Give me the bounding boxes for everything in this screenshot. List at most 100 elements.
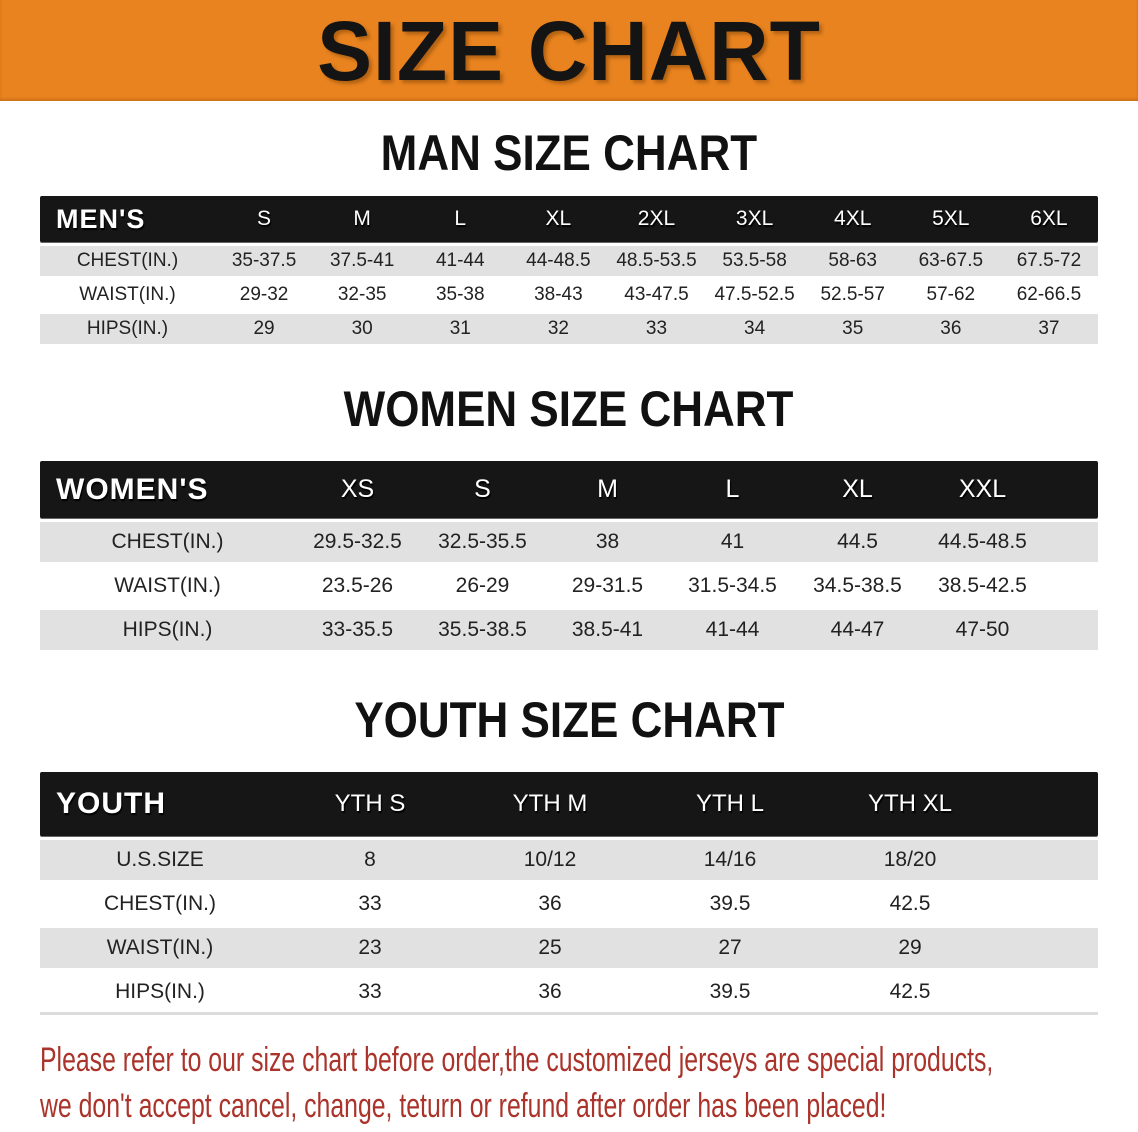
size-value: 29 bbox=[253, 318, 275, 339]
size-value: 36 bbox=[538, 892, 562, 915]
size-value: 47-50 bbox=[955, 618, 1010, 641]
column-header: S bbox=[257, 207, 272, 230]
size-value: 23 bbox=[358, 936, 382, 959]
size-value: 23.5-26 bbox=[321, 574, 394, 597]
table-row: WAIST(IN.) 29-32 32-35 35-38 38-43 43-47.5 47.… bbox=[40, 280, 1098, 310]
table-row: WAIST(IN.) 23 25 27 29 bbox=[40, 928, 1098, 968]
size-value: 44-47 bbox=[830, 618, 885, 641]
men-section-heading-text: MAN SIZE CHART bbox=[380, 125, 758, 181]
size-value: 14/16 bbox=[703, 848, 757, 871]
size-value: 52.5-57 bbox=[820, 284, 885, 305]
table-row: HIPS(IN.) 29 30 31 32 33 34 35 36 37 bbox=[40, 314, 1098, 344]
size-value: 38.5-41 bbox=[571, 618, 644, 641]
size-value: 35-37.5 bbox=[231, 250, 297, 271]
size-value: 29.5-32.5 bbox=[313, 530, 402, 553]
column-header: 3XL bbox=[735, 207, 774, 230]
footer-line-2: we don't accept cancel, change, teturn o… bbox=[40, 1087, 887, 1125]
size-value: 8 bbox=[364, 848, 376, 871]
row-label: U.S.SIZE bbox=[116, 848, 204, 871]
size-value: 29-32 bbox=[239, 284, 289, 305]
column-header: 4XL bbox=[834, 207, 872, 230]
size-value: 44.5 bbox=[837, 530, 878, 553]
footer-line-1: Please refer to our size chart before or… bbox=[40, 1041, 994, 1079]
table-label: YOUTH bbox=[56, 787, 166, 820]
youth-section-heading: YOUTH SIZE CHART bbox=[40, 694, 1098, 746]
size-value: 37 bbox=[1038, 318, 1060, 339]
size-value: 27 bbox=[718, 936, 742, 959]
size-value: 39.5 bbox=[709, 892, 751, 915]
row-label: WAIST(IN.) bbox=[114, 574, 221, 597]
size-value: 36 bbox=[538, 980, 562, 1003]
table-row: HIPS(IN.) 33 36 39.5 42.5 bbox=[40, 972, 1098, 1012]
size-value: 67.5-72 bbox=[1016, 250, 1082, 271]
table-row: CHEST(IN.) 29.5-32.5 32.5-35.5 38 41 44.5 44.5… bbox=[40, 522, 1098, 562]
size-value: 33-35.5 bbox=[321, 618, 394, 641]
section-youth: YOUTH SIZE CHART YOUTH YTH S YTH M YTH L YTH… bbox=[40, 694, 1098, 1015]
column-header: L bbox=[454, 207, 467, 230]
size-value: 34.5-38.5 bbox=[813, 574, 902, 597]
table-row: U.S.SIZE 8 10/12 14/16 18/20 bbox=[40, 840, 1098, 880]
size-value: 26-29 bbox=[455, 574, 510, 597]
size-value: 48.5-53.5 bbox=[616, 250, 697, 271]
table-label: MEN'S bbox=[56, 203, 146, 234]
row-label: CHEST(IN.) bbox=[76, 250, 179, 271]
men-size-table: MEN'S S M L XL 2XL 3XL 4XL 5XL 6XL CHEST(IN.) 35-37… bbox=[40, 196, 1098, 344]
column-header: XS bbox=[340, 475, 375, 503]
size-value: 35-38 bbox=[435, 284, 485, 305]
row-label: WAIST(IN.) bbox=[106, 936, 214, 959]
column-header: 2XL bbox=[637, 207, 676, 230]
row-label: WAIST(IN.) bbox=[79, 284, 176, 305]
table-row: WAIST(IN.) 23.5-26 26-29 29-31.5 31.5-34.5 34… bbox=[40, 566, 1098, 606]
size-value: 37.5-41 bbox=[329, 250, 395, 271]
column-header: XL bbox=[842, 475, 873, 503]
size-value: 30 bbox=[351, 318, 373, 339]
row-label: CHEST(IN.) bbox=[104, 892, 216, 915]
size-value: 62-66.5 bbox=[1016, 284, 1082, 305]
size-value: 33 bbox=[358, 892, 382, 915]
row-label: HIPS(IN.) bbox=[86, 318, 169, 339]
size-value: 32-35 bbox=[337, 284, 387, 305]
section-women: WOMEN SIZE CHART WOMEN'S XS S M L XL XXL CHEST(… bbox=[40, 383, 1098, 650]
size-value: 41-44 bbox=[705, 618, 760, 641]
men-section-heading: MAN SIZE CHART bbox=[40, 127, 1098, 179]
table-row: HIPS(IN.) 33-35.5 35.5-38.5 38.5-41 41-44 44-… bbox=[40, 610, 1098, 650]
size-value: 38.5-42.5 bbox=[938, 574, 1027, 597]
size-value: 44.5-48.5 bbox=[938, 530, 1027, 553]
size-value: 57-62 bbox=[926, 284, 976, 305]
column-header: YTH S bbox=[334, 790, 406, 817]
size-value: 63-67.5 bbox=[918, 250, 984, 271]
size-value: 35.5-38.5 bbox=[438, 618, 527, 641]
table-row: CHEST(IN.) 33 36 39.5 42.5 bbox=[40, 884, 1098, 924]
size-value: 41 bbox=[720, 530, 745, 553]
size-value: 33 bbox=[358, 980, 382, 1003]
size-value: 32 bbox=[547, 318, 569, 339]
column-header: XXL bbox=[958, 475, 1007, 503]
banner: SIZE CHART bbox=[0, 0, 1138, 101]
size-value: 33 bbox=[645, 318, 668, 339]
table-label: WOMEN'S bbox=[56, 472, 209, 506]
column-header: M bbox=[353, 207, 371, 230]
table-header-row: MEN'S S M L XL 2XL 3XL 4XL 5XL 6XL bbox=[40, 196, 1098, 242]
row-label: HIPS(IN.) bbox=[115, 980, 205, 1003]
size-value: 25 bbox=[538, 936, 562, 959]
youth-size-table: YOUTH YTH S YTH M YTH L YTH XL U.S.SIZE 8 10/12… bbox=[40, 772, 1098, 1015]
size-value: 31 bbox=[449, 318, 471, 339]
size-value: 43-47.5 bbox=[624, 284, 689, 305]
row-label: CHEST(IN.) bbox=[111, 530, 224, 553]
women-section-heading: WOMEN SIZE CHART bbox=[40, 383, 1098, 435]
column-header: S bbox=[474, 475, 491, 503]
size-value: 39.5 bbox=[709, 980, 751, 1003]
size-value: 10/12 bbox=[523, 848, 577, 871]
youth-section-heading-text: YOUTH SIZE CHART bbox=[353, 692, 785, 748]
size-value: 42.5 bbox=[889, 980, 931, 1003]
column-header: M bbox=[597, 475, 618, 503]
table-header-row: YOUTH YTH S YTH M YTH L YTH XL bbox=[40, 772, 1098, 836]
section-men: MAN SIZE CHART MEN'S S M L XL 2XL 3XL 4XL 5XL 6XL… bbox=[40, 127, 1098, 344]
size-value: 29 bbox=[898, 936, 922, 959]
size-value: 29-31.5 bbox=[571, 574, 644, 597]
size-value: 41-44 bbox=[435, 250, 485, 271]
page-title: SIZE CHART bbox=[317, 3, 821, 98]
column-header: L bbox=[725, 475, 740, 503]
column-header: YTH L bbox=[695, 790, 764, 817]
table-row: CHEST(IN.) 35-37.5 37.5-41 41-44 44-48.5 48.5… bbox=[40, 246, 1098, 276]
